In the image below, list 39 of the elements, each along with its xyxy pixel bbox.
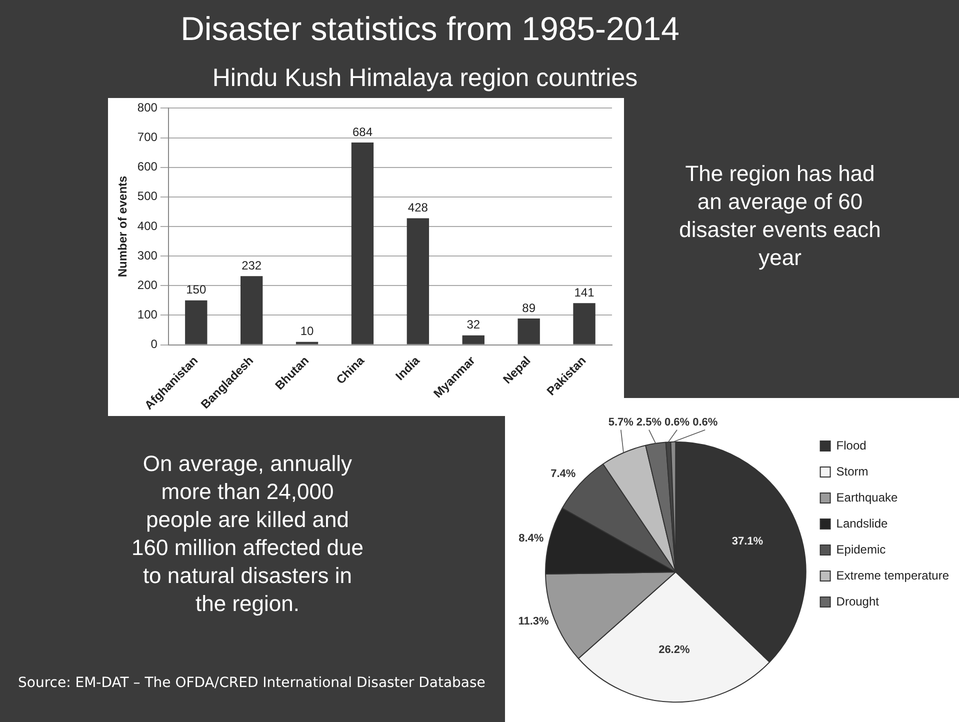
data-label: 89 [522, 300, 536, 315]
y-tick-label: 0 [150, 337, 158, 352]
data-label: 37.1% [732, 535, 764, 548]
legend-label: Extreme temperature [836, 568, 950, 582]
y-tick-label: 800 [137, 100, 158, 115]
y-tick-label: 200 [137, 278, 158, 292]
data-label: 10 [300, 324, 314, 338]
data-label: 32 [466, 318, 480, 332]
legend-label: Landslide [836, 516, 888, 530]
legend-label: Flood [836, 438, 866, 452]
data-label: 2.5% [636, 416, 662, 428]
source-note: Source: EM-DAT – The OFDA/CRED International Disaster Database [18, 674, 486, 693]
y-tick-label: 400 [137, 218, 158, 233]
y-tick-label: 500 [137, 189, 158, 204]
legend-label: Drought [836, 594, 880, 608]
data-label: 26.2% [658, 644, 690, 656]
y-tick-label: 600 [137, 160, 158, 174]
data-label: 11.3% [518, 615, 549, 628]
y-tick-label: 100 [137, 308, 158, 322]
data-label: 684 [352, 124, 373, 139]
chart-subtitle: Hindu Kush Himalaya region countries [211, 64, 639, 93]
text: The region has had an average of 60 disaster events each year [678, 160, 882, 272]
data-label: 428 [408, 200, 428, 215]
data-label: 0.6% [692, 416, 718, 428]
data-label: 141 [574, 285, 595, 300]
data-label: 7.4% [550, 468, 576, 480]
y-tick-label: 300 [137, 248, 158, 262]
text: On average, annually more than 24,000 people are killed and 160 million affected due to natural disasters in the region. [130, 450, 364, 618]
y-axis-title: Number of events [116, 175, 130, 278]
chart-title: Disaster statistics from 1985-2014 [180, 10, 680, 48]
data-label: 150 [186, 282, 206, 297]
legend-label: Storm [836, 464, 868, 478]
legend-label: Epidemic [836, 542, 886, 556]
legend-label: Earthquake [836, 490, 898, 504]
data-label: 232 [242, 258, 262, 272]
data-label: 0.6% [664, 416, 690, 428]
y-tick-label: 700 [137, 130, 158, 144]
data-label: 8.4% [518, 532, 544, 545]
data-label: 5.7% [608, 416, 634, 428]
